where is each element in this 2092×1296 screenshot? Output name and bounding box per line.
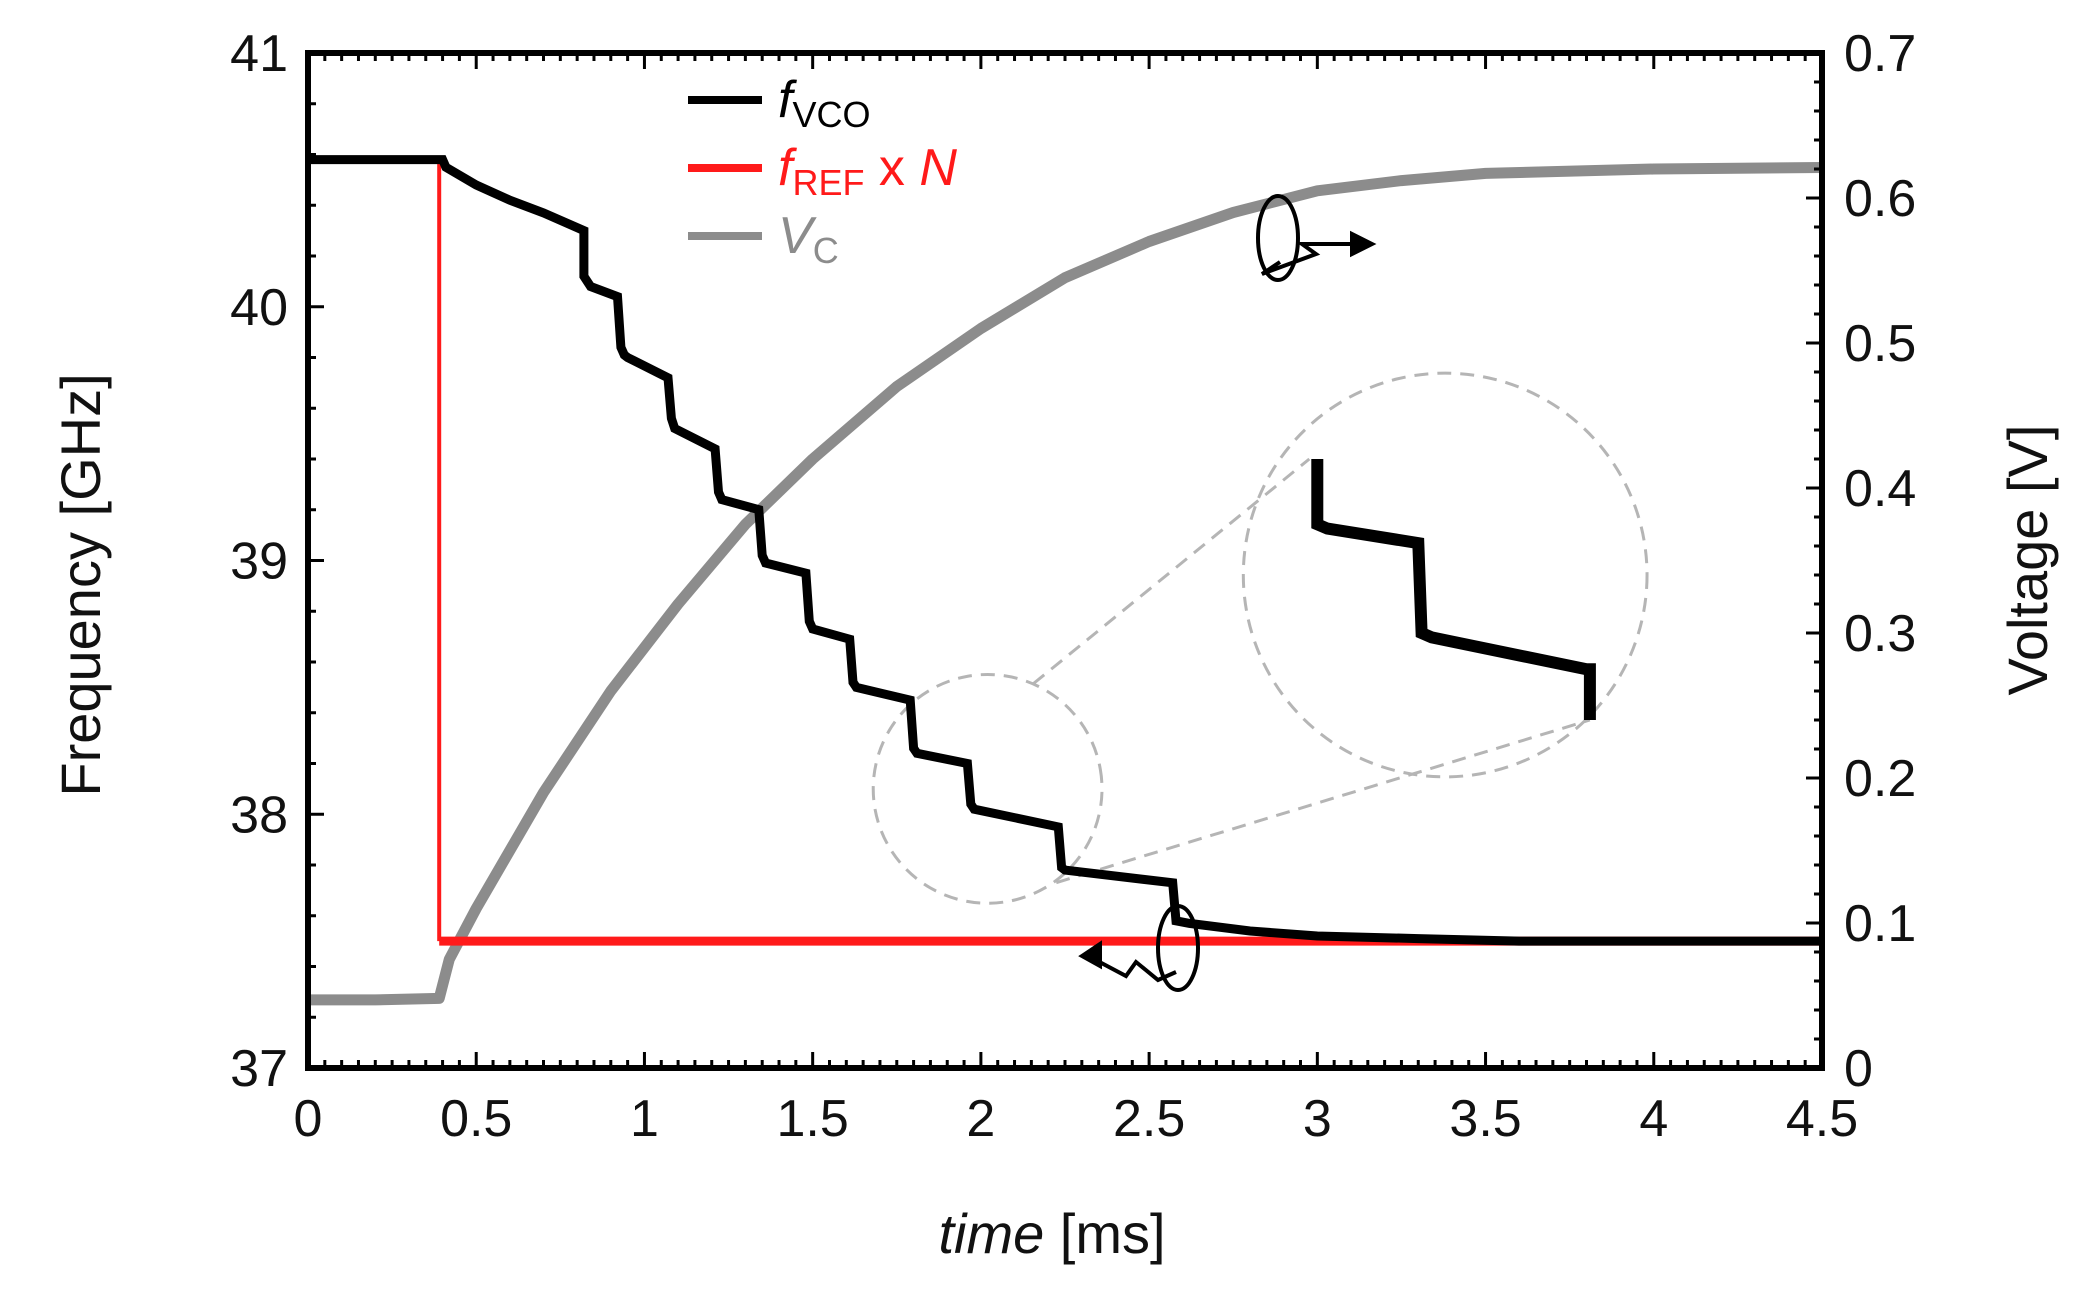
y2-tick-label: 0 bbox=[1844, 1040, 1873, 1098]
y2-tick-label: 0.3 bbox=[1844, 605, 1916, 663]
axis-ticks bbox=[306, 51, 1824, 1070]
legend-label-vc: VC bbox=[778, 207, 839, 271]
x-tick-label: 2 bbox=[966, 1090, 995, 1148]
series-line-fvco bbox=[308, 155, 1822, 946]
y2-tick-label: 0.2 bbox=[1844, 750, 1916, 808]
zoom-source-circle bbox=[871, 672, 1104, 905]
pointer-zigzag bbox=[1091, 956, 1177, 983]
legend-label-fvco: fVCO bbox=[778, 71, 870, 135]
x-axis-title-unit: [ms] bbox=[1044, 1202, 1165, 1265]
tick-labels: 0 0.5 1 1.5 2 2.5 3 3.5 4 4.5 37 38 39 40 41 0 0.1 0.2 0.3… bbox=[230, 25, 1916, 1148]
zoom-connector-line bbox=[1055, 718, 1591, 885]
series-line-vc bbox=[308, 162, 1823, 1006]
x-tick-label: 0.5 bbox=[440, 1090, 512, 1148]
y2-tick-label: 0.5 bbox=[1844, 315, 1916, 373]
y-tick-label: 38 bbox=[230, 786, 288, 844]
y2-axis-title: Voltage [V] bbox=[1996, 425, 2059, 696]
legend-label-fref: fREF x N bbox=[778, 139, 957, 203]
legend: fVCO fREF x N VC bbox=[688, 71, 957, 271]
left-axis-pointer bbox=[1078, 904, 1200, 992]
y2-tick-label: 0.7 bbox=[1844, 25, 1916, 83]
right-axis-pointer bbox=[1256, 194, 1377, 282]
x-tick-label: 4 bbox=[1639, 1090, 1668, 1148]
pointer-arrowhead bbox=[1350, 230, 1377, 258]
pointer-zigzag bbox=[1260, 242, 1362, 276]
x-tick-label: 1 bbox=[630, 1090, 659, 1148]
zoom-inset-fvco-detail bbox=[1311, 459, 1596, 720]
x-tick-label: 0 bbox=[294, 1090, 323, 1148]
zoom-connector-line bbox=[1032, 457, 1311, 685]
pointer-ellipse bbox=[1156, 904, 1200, 992]
pointer-ellipse bbox=[1256, 194, 1300, 282]
y-tick-label: 41 bbox=[230, 25, 288, 83]
zoom-inset bbox=[871, 371, 1649, 905]
pointer-arrowhead bbox=[1078, 940, 1102, 970]
y-tick-label: 40 bbox=[230, 279, 288, 337]
x-axis-title: time [ms] bbox=[938, 1202, 1165, 1265]
x-tick-label: 3 bbox=[1303, 1090, 1332, 1148]
x-tick-label: 2.5 bbox=[1113, 1090, 1185, 1148]
zoom-magnified-circle bbox=[1241, 371, 1649, 779]
y-tick-label: 37 bbox=[230, 1040, 288, 1098]
series-layer bbox=[308, 155, 1823, 1006]
y-tick-label: 39 bbox=[230, 533, 288, 591]
x-tick-label: 4.5 bbox=[1786, 1090, 1858, 1148]
y2-tick-label: 0.4 bbox=[1844, 460, 1916, 518]
y-axis-title: Frequency [GHz] bbox=[49, 373, 112, 796]
y2-tick-label: 0.1 bbox=[1844, 895, 1916, 953]
x-tick-label: 3.5 bbox=[1449, 1090, 1521, 1148]
x-tick-label: 1.5 bbox=[777, 1090, 849, 1148]
x-axis-title-italic: time bbox=[938, 1202, 1044, 1265]
y2-tick-label: 0.6 bbox=[1844, 170, 1916, 228]
